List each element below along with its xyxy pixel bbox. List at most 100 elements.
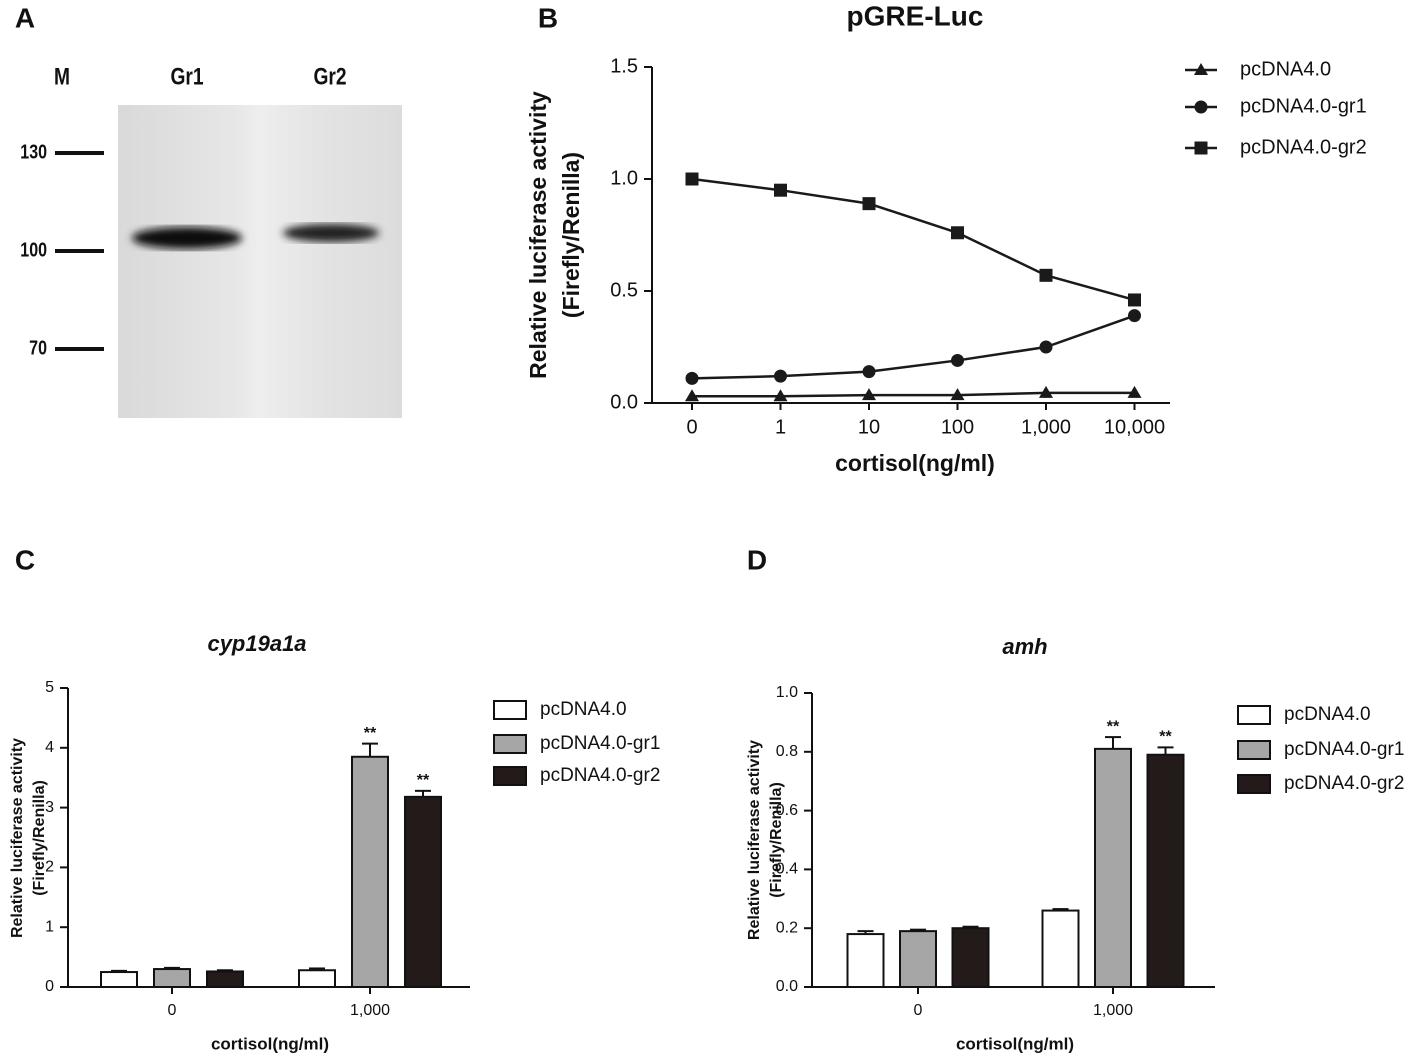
data-point (862, 388, 876, 401)
y-axis-label: (Firefly/Renilla) (768, 782, 785, 898)
y-tick-label: 2 (45, 859, 54, 876)
panel-letter: A (15, 2, 35, 33)
data-point (773, 389, 788, 402)
bar (206, 970, 244, 989)
chart-title: pGRE-Luc (847, 0, 984, 31)
gel-image (118, 105, 402, 418)
x-axis-label: cortisol(ng/ml) (835, 450, 995, 476)
x-tick-label: 10,000 (1104, 416, 1165, 438)
bar (951, 927, 990, 989)
chart-title: cyp19a1a (207, 631, 306, 656)
legend-label: pcDNA4.0-gr1 (1284, 739, 1404, 760)
legend-swatch (493, 700, 527, 720)
data-point (1039, 340, 1053, 354)
y-tick-label: 5 (45, 679, 54, 696)
x-tick-label: 1,000 (350, 1002, 390, 1019)
y-tick-label: 0 (45, 978, 54, 995)
x-tick-label: 0 (168, 1002, 177, 1019)
legend-label: pcDNA4.0-gr2 (540, 765, 660, 786)
legend-marker (1194, 100, 1208, 114)
significance-label: ** (417, 772, 430, 789)
data-point (685, 389, 699, 402)
y-axis-label: (Firefly/Renilla) (558, 152, 584, 318)
panel-letter: C (15, 544, 35, 575)
y-tick-label: 1.0 (610, 167, 638, 189)
bar (404, 795, 442, 988)
legend-marker (1194, 141, 1208, 155)
data-point (1128, 293, 1141, 307)
size-marker-label: 100 (20, 239, 47, 261)
y-axis-label: (Firefly/Renilla) (31, 780, 48, 896)
series-line (692, 391, 1135, 398)
significance-label: ** (364, 725, 377, 742)
y-tick-label: 0.8 (776, 743, 798, 760)
legend-marker (1194, 63, 1208, 75)
significance-label: ** (1107, 718, 1120, 735)
data-point (774, 369, 787, 383)
legend-label: pcDNA4.0-gr1 (540, 733, 660, 754)
x-tick-label: 0 (686, 416, 697, 438)
x-axis-label: cortisol(ng/ml) (956, 1034, 1074, 1053)
lane-label: Gr1 (170, 62, 203, 90)
x-tick-label: 100 (941, 416, 974, 438)
y-tick-label: 1.0 (776, 684, 798, 701)
bar (298, 969, 336, 988)
y-tick-label: 3 (45, 799, 54, 816)
legend-swatch (1237, 740, 1271, 760)
lane-label: M (54, 62, 70, 90)
legend-swatch (1237, 705, 1271, 725)
y-tick-label: 0.0 (610, 391, 638, 413)
size-marker-label: 130 (20, 141, 47, 163)
data-point (1039, 385, 1053, 398)
bar (1146, 753, 1185, 988)
bar (846, 933, 885, 989)
legend-label: pcDNA4.0 (1240, 58, 1331, 80)
gel-band (283, 224, 379, 242)
significance-label: ** (1159, 729, 1172, 746)
legend-label: pcDNA4.0-gr1 (1240, 95, 1367, 117)
data-point (862, 197, 876, 211)
y-tick-label: 0.5 (610, 279, 638, 301)
x-tick-label: 0 (914, 1002, 923, 1019)
y-tick-label: 4 (45, 739, 54, 756)
data-point (685, 371, 699, 385)
legend-label: pcDNA4.0 (1284, 704, 1371, 725)
data-point (951, 353, 964, 367)
data-point (1127, 385, 1142, 398)
legend-label: pcDNA4.0 (540, 699, 627, 720)
legend-swatch (493, 734, 527, 754)
data-point (862, 365, 876, 379)
bar (153, 968, 191, 988)
y-axis-label: Relative luciferase activity (746, 740, 763, 940)
legend-label: pcDNA4.0-gr2 (1240, 136, 1367, 158)
y-tick-label: 0.4 (776, 861, 798, 878)
x-tick-label: 10 (858, 416, 880, 438)
bar (899, 930, 937, 989)
legend-label: pcDNA4.0-gr2 (1284, 773, 1404, 794)
x-tick-label: 1 (775, 416, 786, 438)
data-point (1128, 309, 1141, 323)
y-tick-label: 0.0 (776, 978, 798, 995)
y-tick-label: 0.6 (776, 802, 798, 819)
data-point (950, 388, 965, 401)
x-tick-label: 1,000 (1093, 1002, 1133, 1019)
panel-letter: D (747, 544, 767, 575)
data-point (774, 183, 787, 197)
chart-title: amh (1002, 634, 1047, 659)
data-point (1039, 268, 1053, 282)
legend-swatch (493, 766, 527, 786)
gel-band (132, 227, 242, 249)
data-point (951, 226, 964, 240)
bar (351, 755, 389, 989)
x-tick-label: 1,000 (1021, 416, 1071, 438)
data-point (685, 172, 699, 186)
y-tick-label: 0.2 (776, 919, 798, 936)
y-tick-label: 1 (45, 918, 54, 935)
bar (1041, 909, 1080, 988)
x-axis-label: cortisol(ng/ml) (211, 1034, 329, 1053)
y-axis-label: Relative luciferase activity (9, 738, 26, 938)
y-tick-label: 1.5 (610, 55, 638, 77)
panel-letter: B (538, 2, 558, 33)
